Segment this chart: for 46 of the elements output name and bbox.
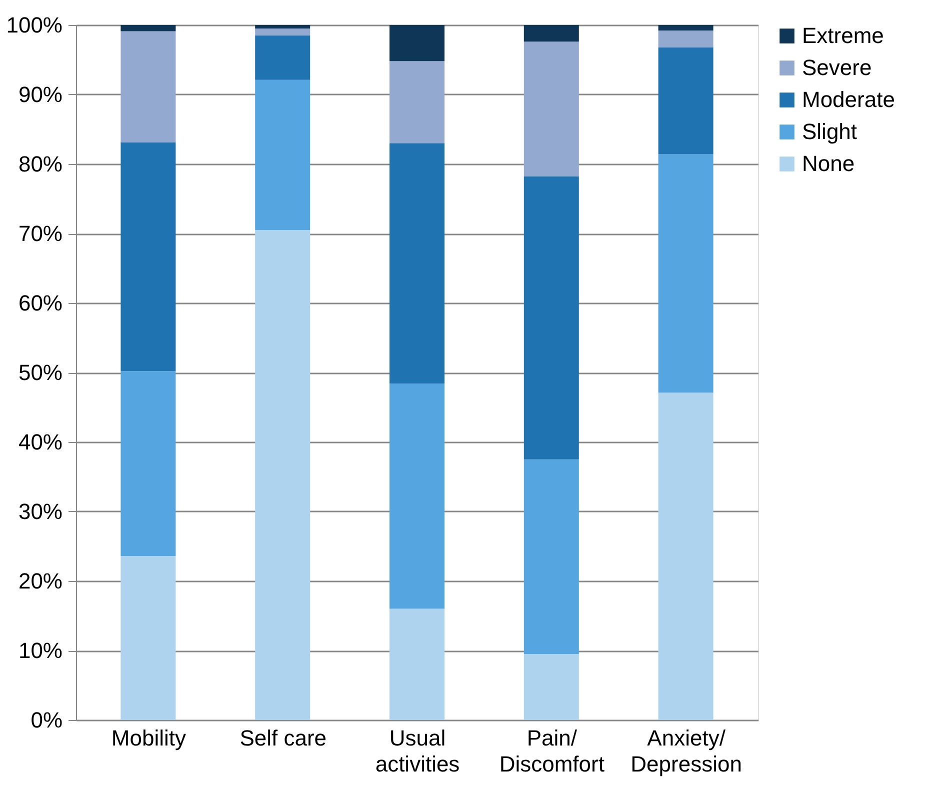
legend-label: Moderate <box>802 87 895 112</box>
bar <box>255 35 310 80</box>
bar <box>524 176 579 460</box>
x-tick-label: Self care <box>240 726 327 750</box>
x-tick-label: Usual activities <box>375 726 460 776</box>
bar <box>524 42 579 177</box>
legend-label: Extreme <box>802 23 884 48</box>
y-tick-label: 0% <box>30 708 62 732</box>
bar <box>120 142 176 372</box>
y-tick-label: 70% <box>18 221 62 246</box>
x-tick-label: Mobility <box>111 726 186 750</box>
x-tick-label: Pain/ Discomfort <box>499 726 604 776</box>
y-tick-label: 80% <box>18 152 62 176</box>
bar <box>390 61 444 144</box>
bar <box>120 25 176 32</box>
bar <box>120 371 176 556</box>
y-tick-label: 20% <box>18 568 62 594</box>
bar <box>524 25 579 42</box>
y-tick-label: 50% <box>18 360 62 385</box>
bar <box>658 30 714 48</box>
bar <box>255 25 310 28</box>
bar <box>120 31 176 142</box>
bar <box>255 28 310 36</box>
bar <box>524 654 579 720</box>
bar <box>390 384 444 609</box>
bar <box>658 392 714 720</box>
y-tick-label: 10% <box>18 638 62 663</box>
y-tick-label: 100% <box>6 12 62 38</box>
y-tick-label: 60% <box>18 290 62 316</box>
bar <box>658 154 714 393</box>
x-tick-label: Anxiety/ Depression <box>630 726 742 776</box>
bar <box>658 47 714 154</box>
bar <box>390 25 444 62</box>
legend-label: None <box>802 151 855 176</box>
bar <box>390 608 444 720</box>
legend-label: Severe <box>802 55 872 80</box>
bar <box>255 80 310 230</box>
bar <box>120 556 176 720</box>
bar <box>255 230 310 720</box>
y-tick-label: 90% <box>18 82 62 107</box>
legend-label: Slight <box>802 119 858 144</box>
bar <box>390 143 444 384</box>
y-tick-label: 30% <box>18 499 62 524</box>
y-tick-label: 40% <box>18 430 62 454</box>
bar <box>524 459 579 654</box>
bar <box>658 25 714 31</box>
